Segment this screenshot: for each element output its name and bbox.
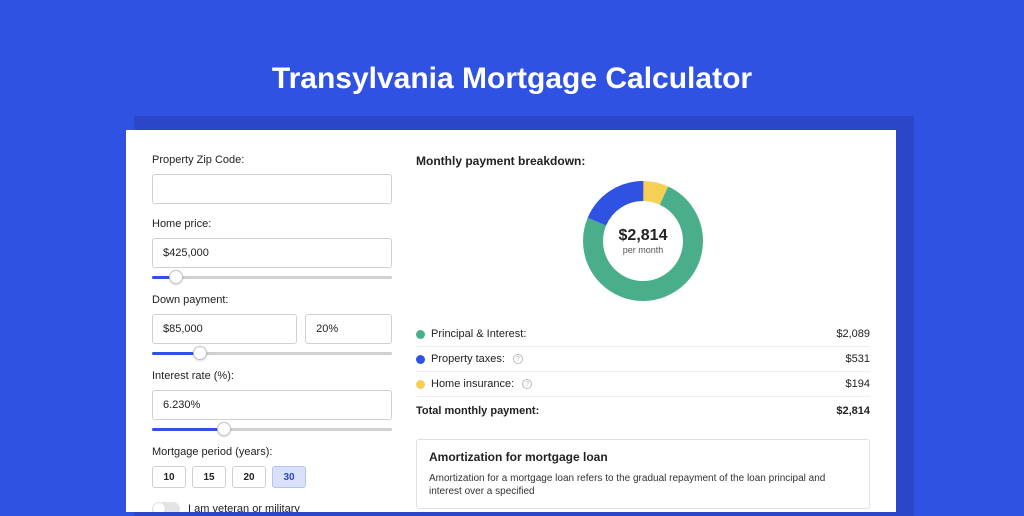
legend-value: $2,089 (836, 328, 870, 340)
info-icon[interactable]: ? (522, 379, 532, 389)
breakdown-title: Monthly payment breakdown: (416, 154, 870, 168)
period-option-15[interactable]: 15 (192, 466, 226, 488)
breakdown-panel: Monthly payment breakdown: $2,814 per mo… (416, 154, 870, 488)
zip-input[interactable] (152, 174, 392, 204)
page-title: Transylvania Mortgage Calculator (0, 0, 1024, 120)
legend-dot-icon (416, 355, 425, 364)
veteran-label: I am veteran or military (188, 503, 300, 512)
amortization-box: Amortization for mortgage loan Amortizat… (416, 439, 870, 509)
veteran-toggle[interactable] (152, 502, 180, 512)
interest-rate-slider[interactable] (152, 424, 392, 436)
legend-dot-icon (416, 330, 425, 339)
period-option-20[interactable]: 20 (232, 466, 266, 488)
donut-value: $2,814 (619, 227, 668, 245)
form-panel: Property Zip Code: Home price: Down paym… (152, 154, 392, 488)
down-payment-pct-input[interactable] (305, 314, 392, 344)
legend-row-1: Property taxes:? $531 (416, 347, 870, 372)
home-price-input[interactable] (152, 238, 392, 268)
payment-donut-chart: $2,814 per month (580, 178, 706, 304)
legend-row-0: Principal & Interest: $2,089 (416, 322, 870, 347)
home-price-slider[interactable] (152, 272, 392, 284)
total-label: Total monthly payment: (416, 405, 539, 417)
home-price-label: Home price: (152, 218, 392, 230)
legend-label: Property taxes: (431, 353, 505, 365)
period-options: 10 15 20 30 (152, 466, 392, 488)
legend-label: Principal & Interest: (431, 328, 526, 340)
total-value: $2,814 (836, 405, 870, 417)
down-payment-label: Down payment: (152, 294, 392, 306)
interest-rate-input[interactable] (152, 390, 392, 420)
down-payment-input[interactable] (152, 314, 297, 344)
total-row: Total monthly payment: $2,814 (416, 397, 870, 423)
zip-label: Property Zip Code: (152, 154, 392, 166)
period-label: Mortgage period (years): (152, 446, 392, 458)
legend-row-2: Home insurance:? $194 (416, 372, 870, 397)
amortization-text: Amortization for a mortgage loan refers … (429, 472, 857, 498)
legend-value: $531 (846, 353, 870, 365)
legend-value: $194 (846, 378, 870, 390)
legend-dot-icon (416, 380, 425, 389)
calculator-card: Property Zip Code: Home price: Down paym… (126, 130, 896, 512)
down-payment-slider[interactable] (152, 348, 392, 360)
donut-sublabel: per month (623, 245, 664, 255)
interest-rate-label: Interest rate (%): (152, 370, 392, 382)
info-icon[interactable]: ? (513, 354, 523, 364)
period-option-10[interactable]: 10 (152, 466, 186, 488)
period-option-30[interactable]: 30 (272, 466, 306, 488)
amortization-title: Amortization for mortgage loan (429, 450, 857, 464)
legend-label: Home insurance: (431, 378, 514, 390)
